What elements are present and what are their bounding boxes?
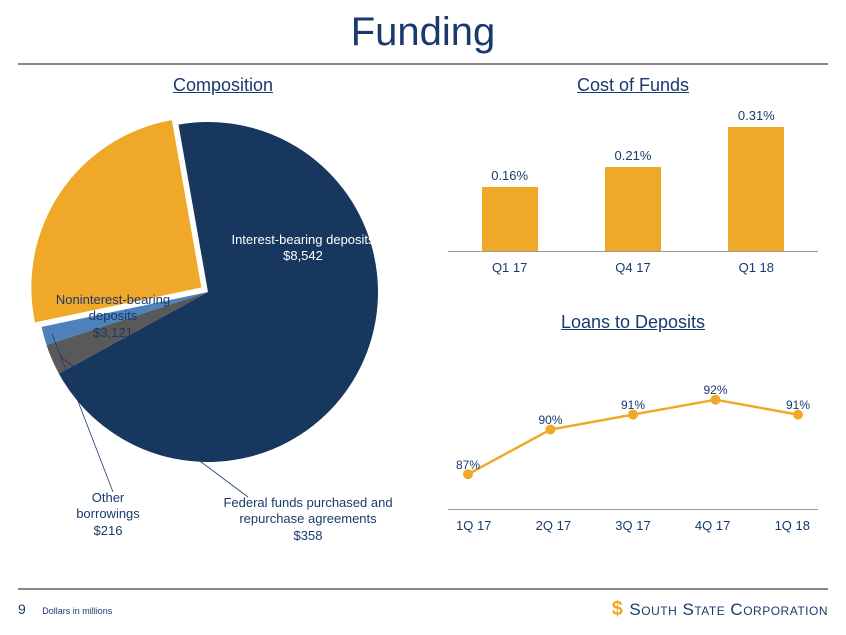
line-value-label: 91% <box>621 398 645 412</box>
footer-row: 9 Dollars in millions $ South State Corp… <box>18 598 828 621</box>
callout-federal-funds: Federal funds purchased andrepurchase ag… <box>208 495 408 544</box>
line-category-label: 1Q 17 <box>456 518 491 533</box>
bar-group: 0.21% <box>593 148 673 251</box>
bar-category-label: Q1 17 <box>470 260 550 275</box>
footer: 9 Dollars in millions $ South State Corp… <box>18 588 828 621</box>
bar-group: 0.16% <box>470 168 550 251</box>
bar-category-label: Q1 18 <box>716 260 796 275</box>
loans-to-deposits-title: Loans to Deposits <box>438 312 828 333</box>
brand-name: South State Corporation <box>629 600 828 620</box>
pie-label-noninterest-bearing: Noninterest-bearingdeposits$3,121 <box>38 292 188 341</box>
bar-categories: Q1 17 Q4 17 Q1 18 <box>448 252 818 275</box>
right-column: Cost of Funds 0.16% 0.21% 0.31% Q1 17 Q4 17… <box>428 65 828 565</box>
loans-to-deposits-line-chart: 87%90%91%92%91% 1Q 172Q 173Q 174Q 171Q 1… <box>448 355 818 555</box>
line-category-label: 4Q 17 <box>695 518 730 533</box>
line-category-label: 3Q 17 <box>615 518 650 533</box>
brand: $ South State Corporation <box>612 598 828 621</box>
composition-pie-chart: Interest-bearing deposits$8,542 Nonintere… <box>18 102 398 482</box>
bar <box>605 167 661 251</box>
line-value-label: 87% <box>456 458 480 472</box>
content-area: Composition Interest-bearing deposits$8,… <box>0 65 846 565</box>
callout-other-borrowings: Otherborrowings$216 <box>58 490 158 539</box>
line-area: 87% 90% 91% 92% 91% <box>448 355 818 510</box>
page-number: 9 <box>18 601 26 617</box>
pie-label-interest-bearing: Interest-bearing deposits$8,542 <box>218 232 388 265</box>
line-value-label: 92% <box>703 383 727 397</box>
line-value-label: 91% <box>786 398 810 412</box>
bar-category-label: Q4 17 <box>593 260 673 275</box>
bar-area: 0.16% 0.21% 0.31% <box>448 102 818 252</box>
bar-value-label: 0.16% <box>491 168 528 183</box>
bar <box>728 127 784 251</box>
bar <box>482 187 538 251</box>
line-value-label: 90% <box>538 413 562 427</box>
bar-value-label: 0.21% <box>615 148 652 163</box>
line-categories: 1Q 17 2Q 17 3Q 17 4Q 17 1Q 18 <box>448 510 818 533</box>
line-category-label: 2Q 17 <box>536 518 571 533</box>
page-title: Funding <box>0 0 846 63</box>
cost-of-funds-bar-chart: 0.16% 0.21% 0.31% Q1 17 Q4 17 Q1 18 <box>448 102 818 292</box>
footnote: Dollars in millions <box>42 606 112 616</box>
bar-group: 0.31% <box>716 108 796 251</box>
footer-left: 9 Dollars in millions <box>18 601 112 619</box>
cost-of-funds-title: Cost of Funds <box>438 75 828 96</box>
bar-value-label: 0.31% <box>738 108 775 123</box>
line-category-label: 1Q 18 <box>775 518 810 533</box>
brand-logo-icon: $ <box>612 598 624 621</box>
composition-title: Composition <box>18 75 428 96</box>
composition-panel: Composition Interest-bearing deposits$8,… <box>18 65 428 565</box>
bottom-rule <box>18 588 828 590</box>
